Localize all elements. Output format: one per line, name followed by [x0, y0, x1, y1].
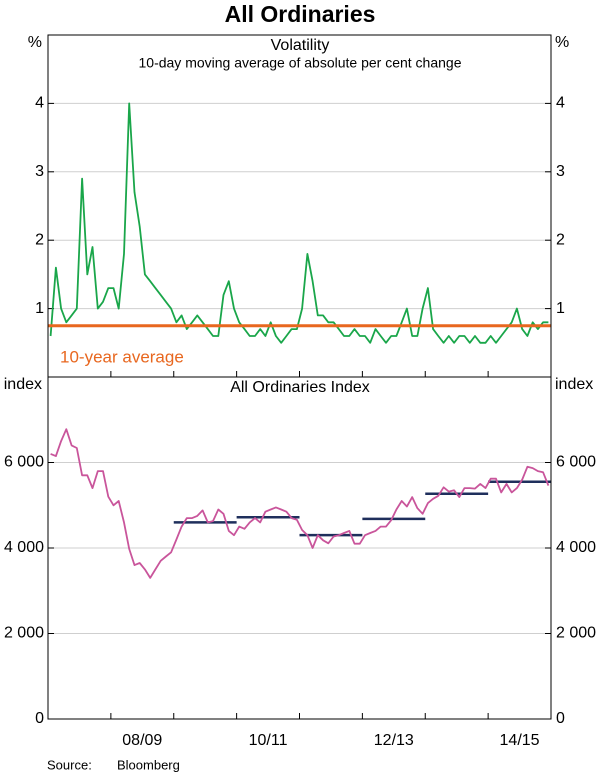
- y-tick-label-right: 2 000: [556, 625, 596, 642]
- x-tick-label: 10/11: [249, 732, 288, 749]
- y-tick-label-right: 0: [556, 710, 565, 727]
- y-tick-label: 1: [35, 300, 44, 317]
- y-tick-label: 6 000: [4, 454, 44, 471]
- average-label: 10-year average: [60, 347, 184, 366]
- y-tick-label-right: 1: [556, 300, 565, 317]
- y-tick-label: 4 000: [4, 539, 44, 556]
- y-tick-label: 2: [35, 231, 44, 248]
- panel-subtitle: 10-day moving average of absolute per ce…: [139, 55, 462, 71]
- y-tick-label: 2 000: [4, 625, 44, 642]
- x-tick-label: 08/09: [122, 732, 162, 749]
- series-line: [49, 102, 549, 344]
- source-label: Source:: [47, 757, 92, 772]
- y-tick-label: 4: [35, 95, 44, 112]
- panel-title: All Ordinaries Index: [230, 379, 370, 396]
- series-line: [50, 428, 550, 579]
- y-axis-label: index: [4, 376, 42, 393]
- y-tick-label-right: 4: [556, 95, 565, 112]
- chart-title: All Ordinaries: [225, 1, 376, 27]
- x-tick-label: 14/15: [500, 732, 540, 749]
- y-axis-label: %: [28, 34, 42, 51]
- y-tick-label-right: 4 000: [556, 539, 596, 556]
- y-axis-label-right: index: [555, 376, 593, 393]
- y-tick-label-right: 6 000: [556, 454, 596, 471]
- panel-title: Volatility: [271, 37, 330, 54]
- y-axis-label-right: %: [555, 34, 569, 51]
- y-tick-label-right: 3: [556, 163, 565, 180]
- x-tick-label: 12/13: [374, 732, 414, 749]
- y-tick-label: 3: [35, 163, 44, 180]
- y-tick-label-right: 2: [556, 231, 565, 248]
- source: Bloomberg: [117, 757, 180, 772]
- y-tick-label: 0: [35, 710, 44, 727]
